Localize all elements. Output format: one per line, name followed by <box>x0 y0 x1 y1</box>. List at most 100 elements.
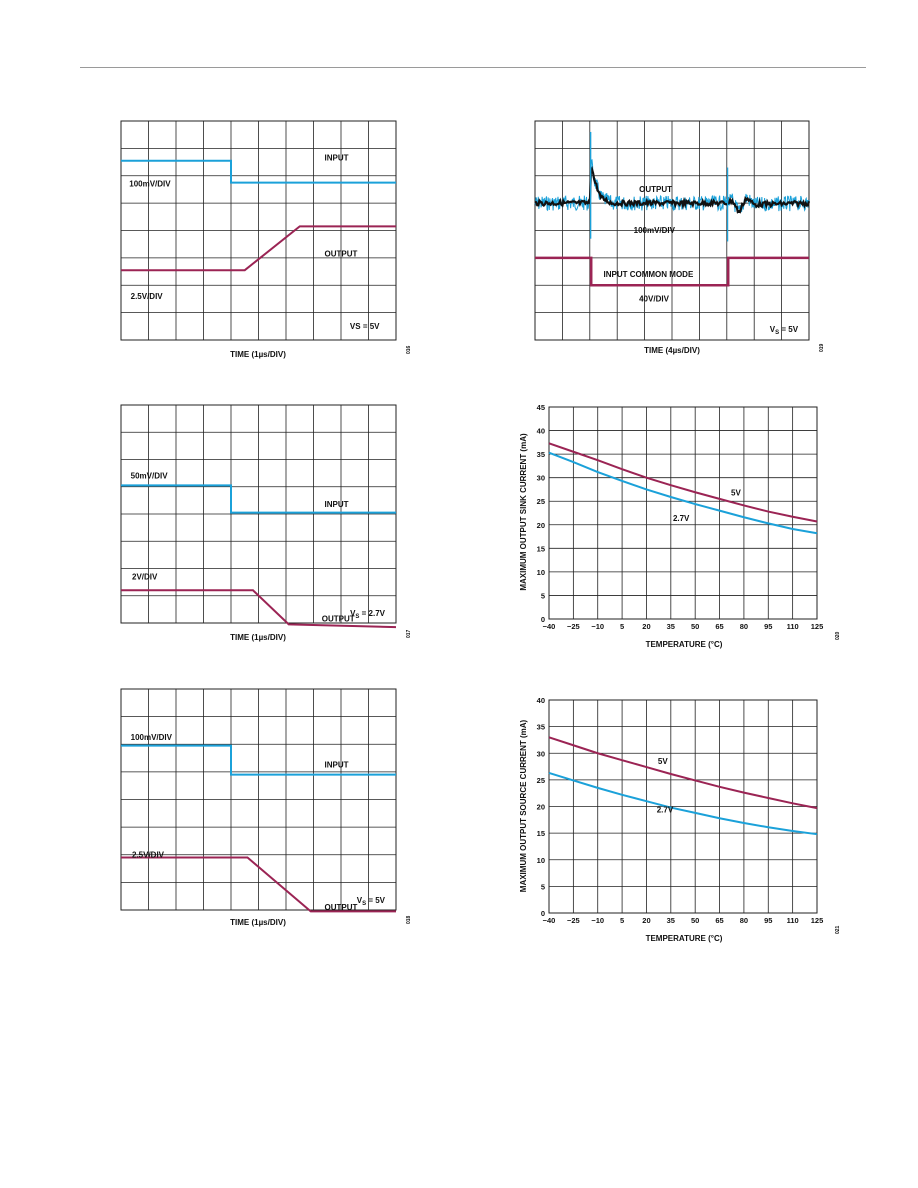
annotation-in-scale: 100mV/DIV <box>129 180 171 189</box>
y-axis-label: MAXIMUM OUTPUT SOURCE CURRENT (mA) <box>519 719 528 892</box>
annotation-in-scale: 100mV/DIV <box>131 733 173 742</box>
annotation-out-scale: 2.5V/DIV <box>131 292 164 301</box>
scope-grid-0 <box>120 120 397 341</box>
trace-output <box>534 165 811 214</box>
x-tick-label: 20 <box>642 916 650 925</box>
y-tick-label: 25 <box>537 497 545 506</box>
trace-output <box>121 225 396 272</box>
x-tick-label: 125 <box>811 622 824 631</box>
x-tick-label: 35 <box>667 916 675 925</box>
plot-frame <box>548 406 818 620</box>
x-axis-label: TEMPERATURE (°C) <box>646 640 723 649</box>
y-tick-label: 25 <box>537 776 545 785</box>
y-tick-label: 15 <box>537 829 545 838</box>
x-tick-label: 125 <box>811 916 824 925</box>
supply-label: VS = 5V <box>770 325 799 336</box>
figure-id: 021 <box>835 925 841 934</box>
y-tick-label: 10 <box>537 568 545 577</box>
x-axis-label: TIME (1µs/DIV) <box>230 918 286 927</box>
header-rule <box>80 67 866 68</box>
y-tick-label: 40 <box>537 696 545 705</box>
y-tick-label: 30 <box>537 749 545 758</box>
series-label-2-7v: 2.7V <box>673 514 690 523</box>
x-tick-label: 95 <box>764 916 772 925</box>
figure-id: 018 <box>406 915 412 924</box>
annotation-output: OUTPUT <box>325 250 358 259</box>
supply-label: VS = 5V <box>350 322 380 331</box>
y-tick-label: 40 <box>537 427 545 436</box>
x-tick-label: 95 <box>764 622 772 631</box>
x-tick-label: 65 <box>715 622 723 631</box>
supply-label: VS = 2.7V <box>350 609 386 620</box>
y-tick-label: 35 <box>537 450 545 459</box>
annotation-out-scale: 100mV/DIV <box>634 226 676 235</box>
x-axis-label: TIME (1µs/DIV) <box>230 350 286 359</box>
trace-input <box>121 484 396 514</box>
y-tick-label: 20 <box>537 521 545 530</box>
annotation-output: OUTPUT <box>639 185 672 194</box>
y-tick-label: 5 <box>541 882 545 891</box>
trace-input <box>121 744 396 776</box>
figure-id: 016 <box>406 345 412 354</box>
scope-grid-1 <box>534 120 810 341</box>
x-tick-label: −25 <box>567 916 580 925</box>
trace-input <box>121 159 396 184</box>
annotation-input: INPUT COMMON MODE <box>604 270 694 279</box>
x-tick-label: 35 <box>667 622 675 631</box>
series-label-5v: 5V <box>731 488 741 497</box>
figure-id: 017 <box>406 629 412 638</box>
x-axis-label: TEMPERATURE (°C) <box>646 934 723 943</box>
trace-output <box>121 856 396 913</box>
x-tick-label: 50 <box>691 916 699 925</box>
annotation-input: INPUT <box>325 761 349 770</box>
x-tick-label: 110 <box>787 916 799 925</box>
y-axis-label: MAXIMUM OUTPUT SINK CURRENT (mA) <box>519 433 528 591</box>
x-axis-label: TIME (1µs/DIV) <box>230 633 286 642</box>
supply-label-rest: = 2.7V <box>359 609 385 618</box>
x-tick-label: 50 <box>691 622 699 631</box>
x-tick-label: 65 <box>715 916 723 925</box>
x-tick-label: 20 <box>642 622 650 631</box>
supply-label-main: V <box>357 896 363 905</box>
y-tick-label: 15 <box>537 544 545 553</box>
series-line-2-7v <box>548 771 818 836</box>
annotation-in-scale: 50mV/DIV <box>131 472 169 481</box>
y-tick-label: 0 <box>541 909 545 918</box>
supply-label-sub: S <box>355 614 359 620</box>
figure-id: 020 <box>835 631 841 640</box>
annotation-out-scale: 2V/DIV <box>132 572 158 581</box>
y-tick-label: 30 <box>537 474 545 483</box>
series-line-5v <box>548 442 818 523</box>
y-tick-label: 10 <box>537 856 545 865</box>
trace-input-common-mode <box>535 256 809 287</box>
supply-label-main: V <box>350 609 356 618</box>
x-tick-label: −10 <box>591 916 604 925</box>
x-tick-label: 110 <box>787 622 799 631</box>
trace-output <box>121 589 397 629</box>
annotation-out-scale: 2.5V/DIV <box>132 851 165 860</box>
x-tick-label: −25 <box>567 622 580 631</box>
supply-label-rest: = 5V <box>366 896 386 905</box>
x-tick-label: −40 <box>543 622 556 631</box>
scope-grid-3 <box>120 688 397 911</box>
supply-label: VS = 5V <box>357 896 386 907</box>
x-tick-label: 5 <box>620 916 624 925</box>
series-label-5v: 5V <box>658 757 668 766</box>
supply-label-sub: S <box>362 901 366 907</box>
y-tick-label: 0 <box>541 615 545 624</box>
supply-label-sub: S <box>775 330 779 336</box>
y-tick-label: 5 <box>541 591 545 600</box>
series-line-5v <box>548 736 818 810</box>
y-tick-label: 45 <box>537 403 545 412</box>
figure-id: 019 <box>819 343 825 352</box>
annotation-in-scale: 40V/DIV <box>639 295 669 304</box>
annotation-output: OUTPUT <box>322 615 355 624</box>
x-tick-label: −40 <box>543 916 556 925</box>
x-tick-label: 5 <box>620 622 624 631</box>
x-tick-label: 80 <box>740 916 748 925</box>
annotation-input: INPUT <box>325 500 349 509</box>
supply-label-main: V <box>770 325 776 334</box>
x-tick-label: −10 <box>591 622 604 631</box>
x-tick-label: 80 <box>740 622 748 631</box>
